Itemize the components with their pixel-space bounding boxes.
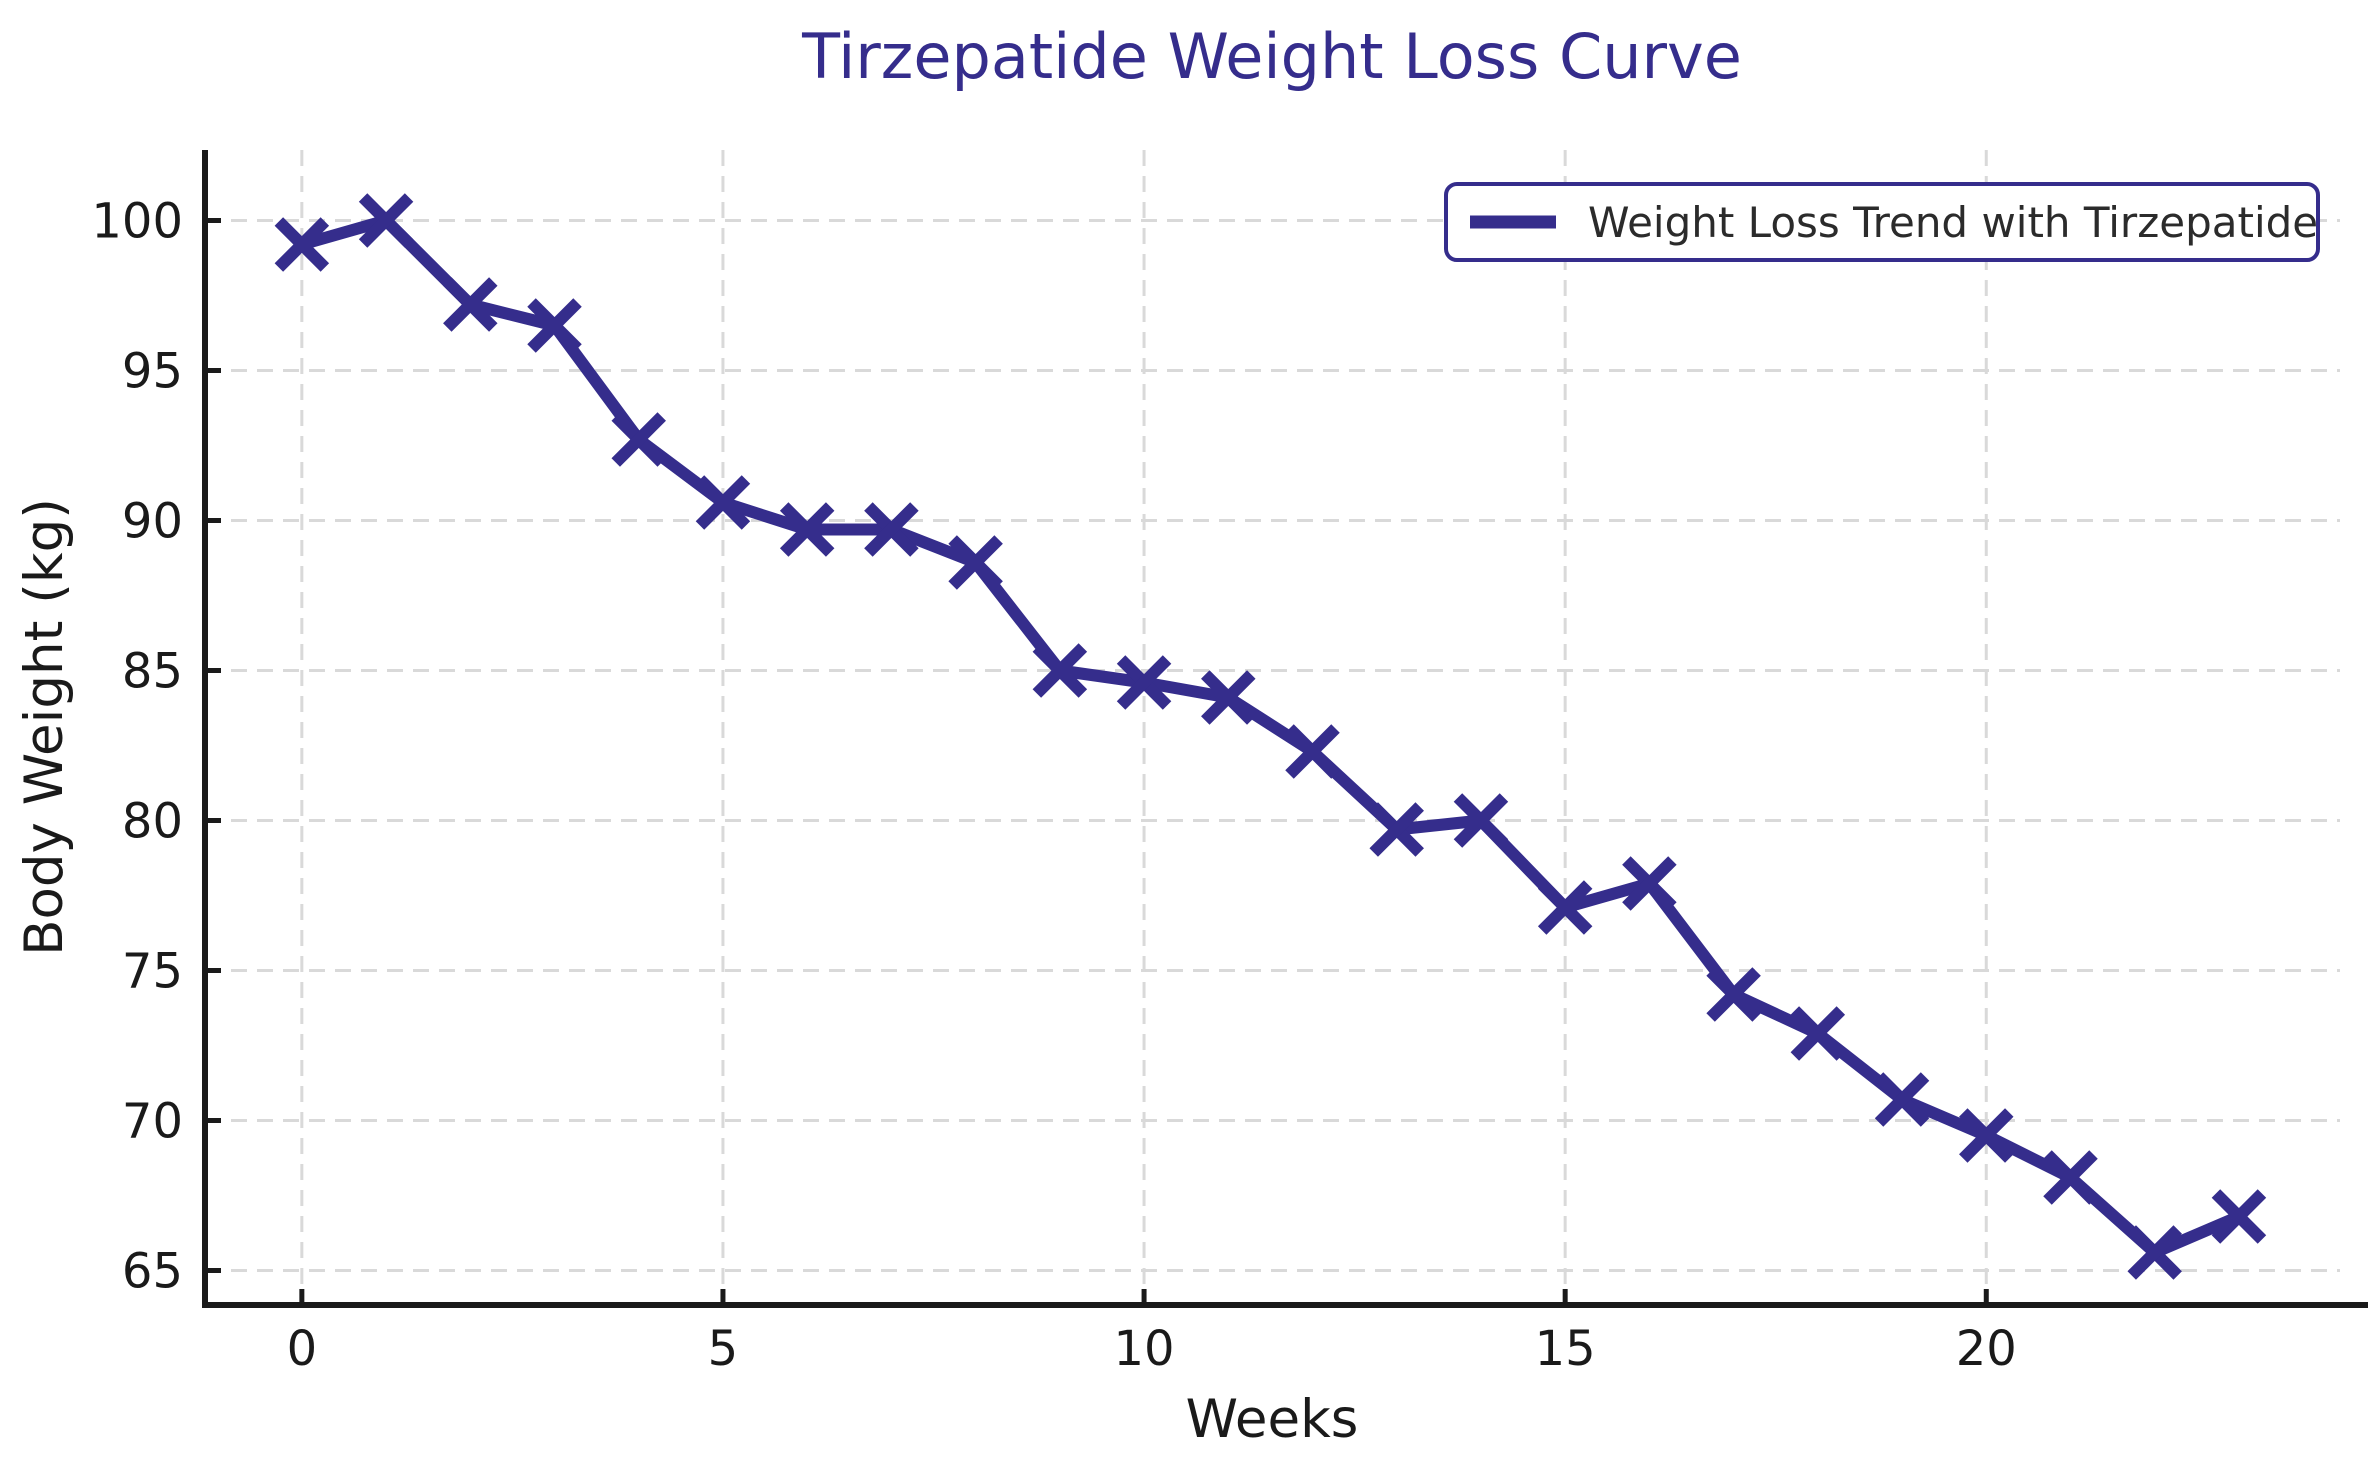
data-point-marker-x xyxy=(1706,967,1761,1022)
y-tick-label: 75 xyxy=(122,944,183,1000)
data-point-marker-x xyxy=(1874,1072,1930,1127)
x-tick-label: 20 xyxy=(1956,1321,2017,1377)
axis-tick-labels: 65 70 75 80 85 90 95 100 0 5 10 15 20 xyxy=(91,194,2016,1378)
weight-series xyxy=(274,193,2267,1280)
data-point-marker-x xyxy=(527,298,582,353)
data-point-marker-x xyxy=(274,217,330,272)
x-tick-label: 10 xyxy=(1114,1321,1175,1377)
data-point-marker-x xyxy=(1790,1006,1846,1061)
legend: Weight Loss Trend with Tirzepatide xyxy=(1444,182,2320,262)
data-point-marker-x xyxy=(1032,643,1088,698)
legend-box xyxy=(1444,182,2320,262)
data-point-marker-x xyxy=(948,535,1003,590)
y-tick-label: 80 xyxy=(122,794,183,850)
data-point-marker-x xyxy=(1453,793,1509,848)
y-tick-label: 95 xyxy=(122,344,183,400)
x-tick-label: 0 xyxy=(287,1321,318,1377)
legend-label: Weight Loss Trend with Tirzepatide xyxy=(1588,198,2318,247)
data-point-marker-x xyxy=(1537,880,1593,935)
x-axis-label: Weeks xyxy=(1186,1389,1359,1450)
y-tick-label: 65 xyxy=(122,1244,183,1300)
data-point-marker-x xyxy=(864,502,919,557)
data-point-marker-x xyxy=(1116,655,1172,710)
y-axis-label: Body Weight (kg) xyxy=(14,498,75,956)
y-tick-label: 70 xyxy=(122,1094,183,1150)
data-point-marker-x xyxy=(2211,1189,2267,1244)
data-point-marker-x xyxy=(2043,1150,2098,1205)
data-point-marker-x xyxy=(695,475,751,530)
data-point-marker-x xyxy=(1201,670,1256,725)
data-point-marker-x xyxy=(1285,724,1340,779)
data-point-marker-x xyxy=(2127,1225,2182,1280)
x-tick-label: 5 xyxy=(708,1321,739,1377)
data-point-marker-x xyxy=(1622,856,1677,911)
data-point-marker-x xyxy=(443,277,498,332)
y-tick-label: 100 xyxy=(91,194,183,250)
weight-trend-line xyxy=(295,214,2245,1259)
y-tick-label: 85 xyxy=(122,644,183,700)
data-point-marker-x xyxy=(1959,1108,2014,1163)
data-point-marker-x xyxy=(358,193,414,248)
chart-title: Tirzepatide Weight Loss Curve xyxy=(801,20,1742,93)
data-point-marker-x xyxy=(611,412,666,467)
axis-ticks xyxy=(205,218,1989,1305)
data-point-marker-x xyxy=(1369,802,1424,857)
data-point-marker-x xyxy=(779,502,835,557)
x-tick-label: 15 xyxy=(1535,1321,1596,1377)
axes-spines xyxy=(202,150,2368,1308)
y-tick-label: 90 xyxy=(122,494,183,550)
